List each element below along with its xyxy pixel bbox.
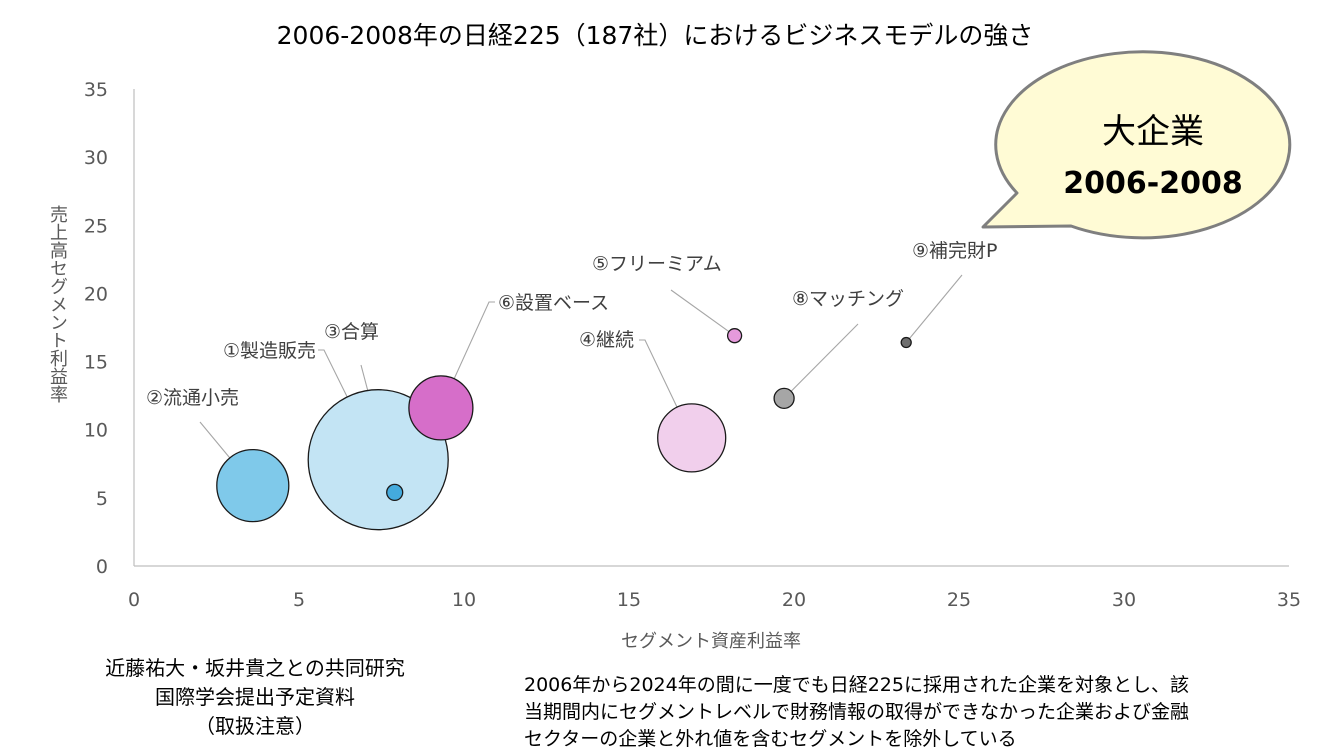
x-tick-label: 10 xyxy=(452,589,476,611)
x-tick-label: 5 xyxy=(293,589,305,611)
x-tick-labels: 0 5 10 15 20 25 30 35 xyxy=(128,589,1301,611)
bubble-label: ③合算 xyxy=(324,321,379,343)
callout-period: 2006-2008 xyxy=(1063,166,1242,201)
bubble-label: ⑨補完財P xyxy=(912,240,998,262)
axes xyxy=(133,89,1289,567)
bubble xyxy=(408,375,474,441)
y-tick-label: 30 xyxy=(84,147,108,169)
x-tick-label: 30 xyxy=(1112,589,1136,611)
y-tick-label: 0 xyxy=(96,556,108,578)
bubble xyxy=(386,483,404,502)
x-tick-label: 20 xyxy=(782,589,806,611)
y-tick-label: 25 xyxy=(84,215,108,237)
research-note-line: 国際学会提出予定資料 xyxy=(155,685,355,709)
research-note-line: 近藤祐大・坂井貴之との共同研究 xyxy=(105,656,405,680)
bubble-chart: 0 5 10 15 20 25 30 35 0 5 10 15 20 25 30 35 セグメント資産利益率… xyxy=(84,50,1301,652)
bubble-labels: ①製造販売 ②流通小売 ③合算 ④継続 ⑤フリーミアム ⑥設置ベース ⑧マッチング ⑨補完財P xyxy=(146,240,998,409)
y-axis-title: 売上高セグメント利益率 xyxy=(47,205,68,403)
leader-line xyxy=(783,323,859,399)
research-note: 近藤祐大・坂井貴之との共同研究 国際学会提出予定資料 （取扱注意） xyxy=(40,654,470,741)
bubbles xyxy=(216,328,912,531)
bubble xyxy=(773,387,795,410)
y-tick-label: 20 xyxy=(84,283,108,305)
leader-line xyxy=(905,274,963,343)
callout-shape xyxy=(981,50,1292,240)
leader-line xyxy=(670,289,735,337)
x-axis-title: セグメント資産利益率 xyxy=(621,631,801,652)
leader-line xyxy=(440,301,495,409)
y-tick-label: 10 xyxy=(84,420,108,442)
x-tick-label: 25 xyxy=(947,589,971,611)
chart-title: 2006-2008年の日経225（187社）におけるビジネスモデルの強さ xyxy=(276,21,1034,50)
x-tick-label: 0 xyxy=(128,589,140,611)
methodology-note-line: セクターの企業と外れ値を含むセグメントを除外している xyxy=(524,728,1017,750)
methodology-note-line: 当期間内にセグメントレベルで財務情報の取得ができなかった企業および金融 xyxy=(524,701,1190,723)
bubble-label: ⑥設置ベース xyxy=(498,292,609,314)
bubble-label: ④継続 xyxy=(579,329,634,351)
leader-line xyxy=(639,339,693,439)
bubble-label: ⑧マッチング xyxy=(792,288,904,310)
methodology-note: 2006年から2024年の間に一度でも日経225に採用された企業を対象とし、該 … xyxy=(524,672,1324,753)
x-tick-label: 35 xyxy=(1277,589,1301,611)
methodology-note-line: 2006年から2024年の間に一度でも日経225に採用された企業を対象とし、該 xyxy=(524,674,1189,696)
bubble xyxy=(216,448,290,523)
y-tick-label: 35 xyxy=(84,79,108,101)
bubble-label: ①製造販売 xyxy=(223,340,316,362)
bubble xyxy=(900,336,912,349)
y-tick-labels: 0 5 10 15 20 25 30 35 xyxy=(84,79,108,578)
callout-title: 大企業 xyxy=(1102,112,1204,152)
bubble-label: ②流通小売 xyxy=(146,387,239,409)
research-note-line: （取扱注意） xyxy=(195,714,315,738)
speech-bubble-callout: 大企業 2006-2008 xyxy=(981,50,1292,240)
y-tick-label: 5 xyxy=(96,488,108,510)
y-tick-label: 15 xyxy=(84,352,108,374)
bubble xyxy=(657,403,727,473)
bubble xyxy=(726,328,743,344)
x-tick-label: 15 xyxy=(617,589,641,611)
bubble-label: ⑤フリーミアム xyxy=(592,253,722,275)
